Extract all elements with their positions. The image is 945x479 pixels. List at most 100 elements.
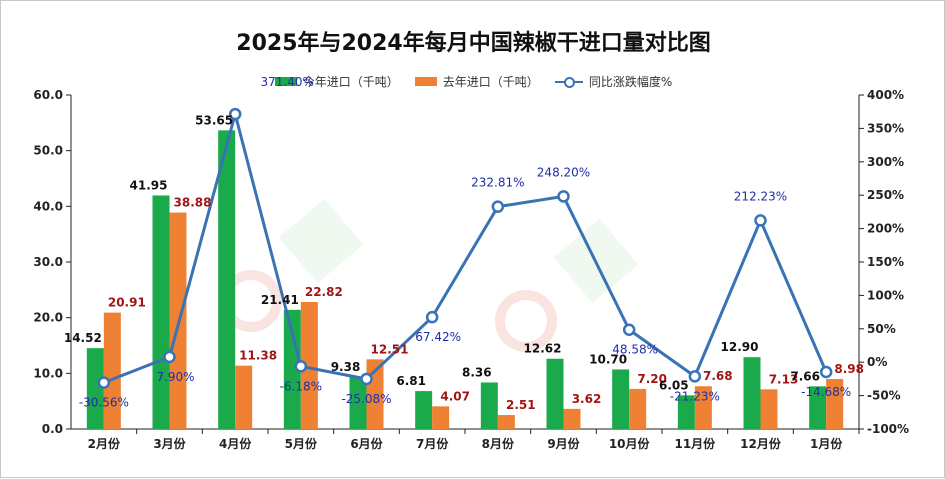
data-label-yoy: -21.23% [670,389,720,403]
legend-label-previous: 去年进口（千吨） [442,75,539,89]
x-tick-label: 2月份 [88,436,121,451]
yoy-point [491,200,505,213]
bar-current [546,358,564,429]
yoy-point [97,376,111,389]
y-left-tick-label: 10.0 [33,366,63,380]
bar-current [349,376,367,429]
x-tick-label: 12月份 [740,436,782,451]
watermark-ring-1 [495,290,557,352]
yoy-point [754,214,767,227]
legend-swatch-current [274,77,297,86]
yoy-point [360,372,373,386]
yoy-point [425,310,439,324]
data-label-previous: 8.98 [834,362,864,376]
data-label-previous: 7.68 [703,369,733,383]
x-tick-label: 5月份 [285,436,318,451]
y-left-tick-label: 40.0 [33,199,63,213]
y-right-tick-label: 250% [867,188,904,202]
data-label-current: 12.62 [524,342,562,356]
yoy-point [294,360,308,373]
data-label-previous: 11.38 [239,349,277,363]
data-labels: 14.52 20.91 41.95 38.88 53.65 11.38 21.41 22.82… [64,75,864,412]
legend-label-yoy: 同比涨跌幅度% [588,75,673,89]
data-label-current: 10.70 [589,352,627,366]
yoy-point [557,190,570,203]
data-label-previous: 7.13 [769,372,799,386]
legend-item-yoy: 同比涨跌幅度% [554,73,673,90]
bar-current [415,391,433,429]
yoy-polyline [103,108,828,385]
yoy-point [163,350,176,364]
y-left-tick-label: 20.0 [33,311,63,325]
data-label-previous: 38.88 [174,196,212,210]
x-tick-label: 3月份 [153,436,186,451]
bar-current [743,357,761,429]
bar-previous [235,365,253,429]
bar-previous [432,406,450,429]
y-left-tick-label: 30.0 [33,255,63,269]
yoy-point [622,323,636,336]
bar-current [677,395,695,429]
legend-label-current: 今年进口（千吨） [302,75,399,89]
data-label-yoy: 232.81% [471,176,524,190]
data-label-yoy: 67.42% [415,330,461,344]
y-right-tick-label: 350% [867,121,904,135]
data-label-yoy: 212.23% [734,189,787,203]
x-tick-label: 4月份 [219,436,252,451]
y-right-tick-label: -100% [867,422,909,436]
data-label-yoy: -6.18% [280,379,322,393]
data-label-current: 7.66 [790,369,820,383]
y-right-tick-label: 50% [867,322,896,336]
y-right-tick-label: 100% [867,288,904,302]
legend-swatch-yoy [554,76,583,88]
bar-previous [563,408,581,429]
data-label-current: 41.95 [130,178,168,192]
data-label-current: 53.65 [195,113,233,127]
data-label-previous: 3.62 [572,392,602,406]
chart-legend: 今年进口（千吨） 去年进口（千吨） 同比涨跌幅度% [1,73,945,90]
yoy-point [688,370,702,383]
data-label-previous: 7.20 [637,372,667,386]
x-tick-label: 6月份 [350,436,383,451]
bar-previous [826,379,844,429]
yoy-point [819,365,833,379]
bar-current [612,369,630,429]
bar-previous [103,312,121,429]
x-tick-label: 9月份 [547,436,580,451]
y-left-tick-label: 0.0 [42,422,63,436]
x-tick-label: 7月份 [416,436,449,451]
data-label-previous: 22.82 [305,285,343,299]
chart-title: 2025年与2024年每月中国辣椒干进口量对比图 [236,31,711,56]
yoy-line [97,107,833,389]
y-right-tick-label: 150% [867,255,904,269]
bar-previous [300,301,318,429]
data-label-yoy: 48.58% [612,343,658,357]
bar-current [86,348,104,429]
data-label-current: 6.05 [659,378,689,392]
x-tick-label: 8月份 [482,436,515,451]
bar-previous [629,388,647,429]
yoy-point [228,107,242,121]
y-right-tick-label: 200% [867,222,904,236]
bar-previous [497,415,515,429]
data-label-current: 9.38 [331,360,361,374]
bars [86,130,844,429]
data-label-previous: 20.91 [108,296,146,310]
data-label-previous: 12.51 [371,342,409,356]
data-label-previous: 4.07 [440,389,470,403]
data-label-current: 14.52 [64,331,102,345]
y-right-tick-label: 400% [867,88,904,102]
bar-current [480,382,498,429]
data-label-yoy: 248.20% [537,165,590,179]
x-tick-label: 11月份 [674,436,716,451]
y-left-tick-label: 60.0 [33,88,63,102]
bar-previous [760,389,778,429]
bar-current [283,309,301,429]
axes: 0.0 10.0 20.0 30.0 40.0 50.0 60.0 -100% -50% 0% 50… [33,88,909,451]
watermark-mark-0 [278,198,364,284]
data-label-current: 21.41 [261,293,299,307]
data-label-yoy: -25.08% [341,392,391,406]
legend-item-current: 今年进口（千吨） [274,73,399,90]
